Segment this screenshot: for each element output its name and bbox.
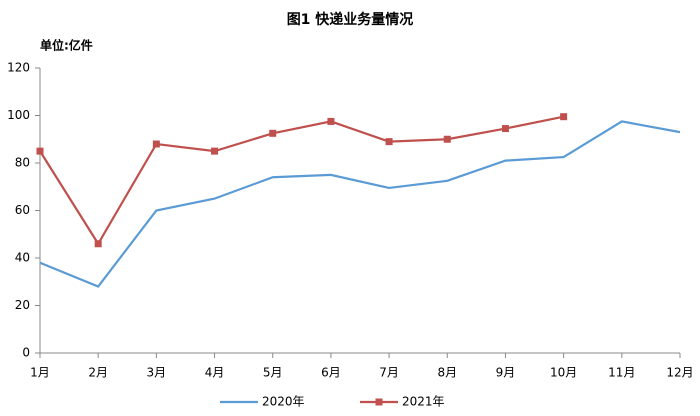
x-tick-label: 6月 <box>321 366 341 380</box>
x-tick-label: 3月 <box>147 366 167 380</box>
point-marker <box>385 138 393 146</box>
y-tick-label: 60 <box>15 203 30 217</box>
point-marker <box>152 140 160 148</box>
legend-marker <box>375 398 383 406</box>
x-tick-label: 5月 <box>263 366 283 380</box>
point-marker <box>327 117 335 125</box>
legend-label: 2021年 <box>402 395 445 409</box>
x-tick-label: 2月 <box>88 366 108 380</box>
point-marker <box>269 129 277 137</box>
legend-item: 2020年 <box>220 395 305 409</box>
series-line <box>39 115 564 246</box>
point-marker <box>560 113 568 121</box>
x-tick-label: 7月 <box>379 366 399 380</box>
y-tick-label: 40 <box>15 251 30 265</box>
legend-label: 2020年 <box>262 395 305 409</box>
y-tick-label: 80 <box>15 156 30 170</box>
y-tick-label: 20 <box>15 298 30 312</box>
x-tick-label: 1月 <box>30 366 50 380</box>
legend-item: 2021年 <box>360 395 445 409</box>
chart-title: 图1 快递业务量情况 <box>287 11 414 28</box>
x-tick-label: 4月 <box>205 366 225 380</box>
y-tick-label: 0 <box>22 346 30 360</box>
y-tick-label: 100 <box>7 108 30 122</box>
point-marker <box>36 147 44 155</box>
point-marker <box>501 125 509 133</box>
x-tick-label: 11月 <box>608 366 635 380</box>
y-unit: 单位:亿件 <box>40 38 93 53</box>
point-marker <box>211 147 219 155</box>
x-tick-label: 9月 <box>496 366 516 380</box>
x-tick-label: 8月 <box>437 366 457 380</box>
point-marker <box>94 240 102 248</box>
x-tick-label: 10月 <box>550 366 577 380</box>
y-tick-label: 120 <box>7 61 30 75</box>
x-tick-label: 12月 <box>666 366 693 380</box>
series-line <box>39 120 681 288</box>
point-marker <box>443 135 451 143</box>
